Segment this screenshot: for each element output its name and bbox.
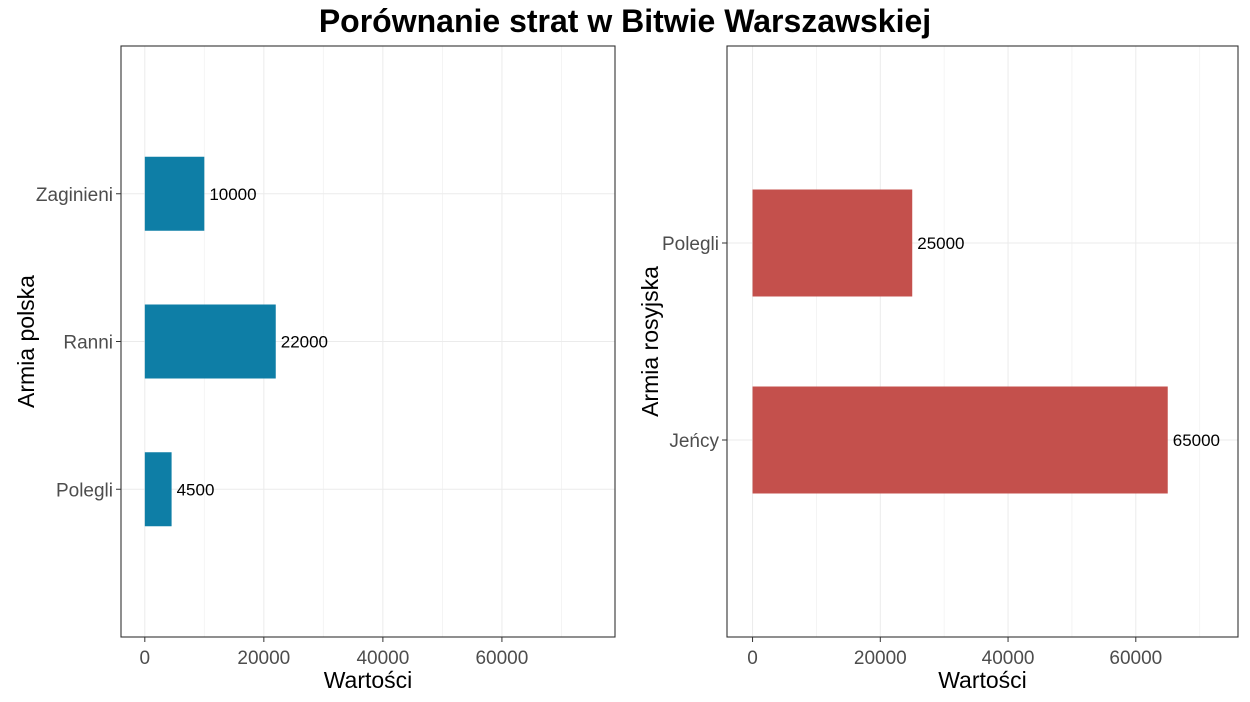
chart-title: Porównanie strat w Bitwie Warszawskiej	[318, 3, 932, 39]
russian-y-tick-label: Polegli	[662, 234, 719, 255]
russian-y-tick-label: Jeńcy	[669, 431, 719, 452]
polish-data-label: 22000	[281, 333, 328, 352]
polish-data-label: 10000	[209, 185, 256, 204]
polish-x-tick-label: 20000	[237, 648, 290, 669]
russian-x-tick-label: 0	[747, 648, 758, 669]
russian-y-axis-title: Armia rosyjska	[637, 266, 663, 417]
polish-bar-2	[144, 304, 276, 379]
russian-data-label: 25000	[917, 234, 964, 253]
polish-y-tick-label: Polegli	[56, 480, 113, 501]
polish-x-tick-label: 40000	[356, 648, 409, 669]
russian-x-tick-label: 20000	[854, 648, 907, 669]
polish-bar-3	[144, 156, 205, 231]
polish-x-tick-label: 60000	[475, 648, 528, 669]
polish-bar-1	[144, 452, 172, 527]
polish-x-axis-title: Wartości	[324, 667, 413, 693]
polish-data-label: 4500	[177, 480, 215, 499]
polish-y-axis-title: Armia polska	[13, 275, 39, 408]
polish-y-tick-label: Zaginieni	[36, 185, 113, 206]
russian-bar-2	[752, 189, 913, 297]
polish-y-tick-label: Ranni	[63, 333, 113, 354]
russian-x-axis-title: Wartości	[938, 667, 1027, 693]
russian-x-tick-label: 60000	[1109, 648, 1162, 669]
polish-x-tick-label: 0	[140, 648, 151, 669]
russian-bar-1	[752, 386, 1168, 494]
russian-x-tick-label: 40000	[982, 648, 1035, 669]
russian-panel-border	[726, 45, 1239, 638]
russian-data-label: 65000	[1173, 431, 1220, 450]
